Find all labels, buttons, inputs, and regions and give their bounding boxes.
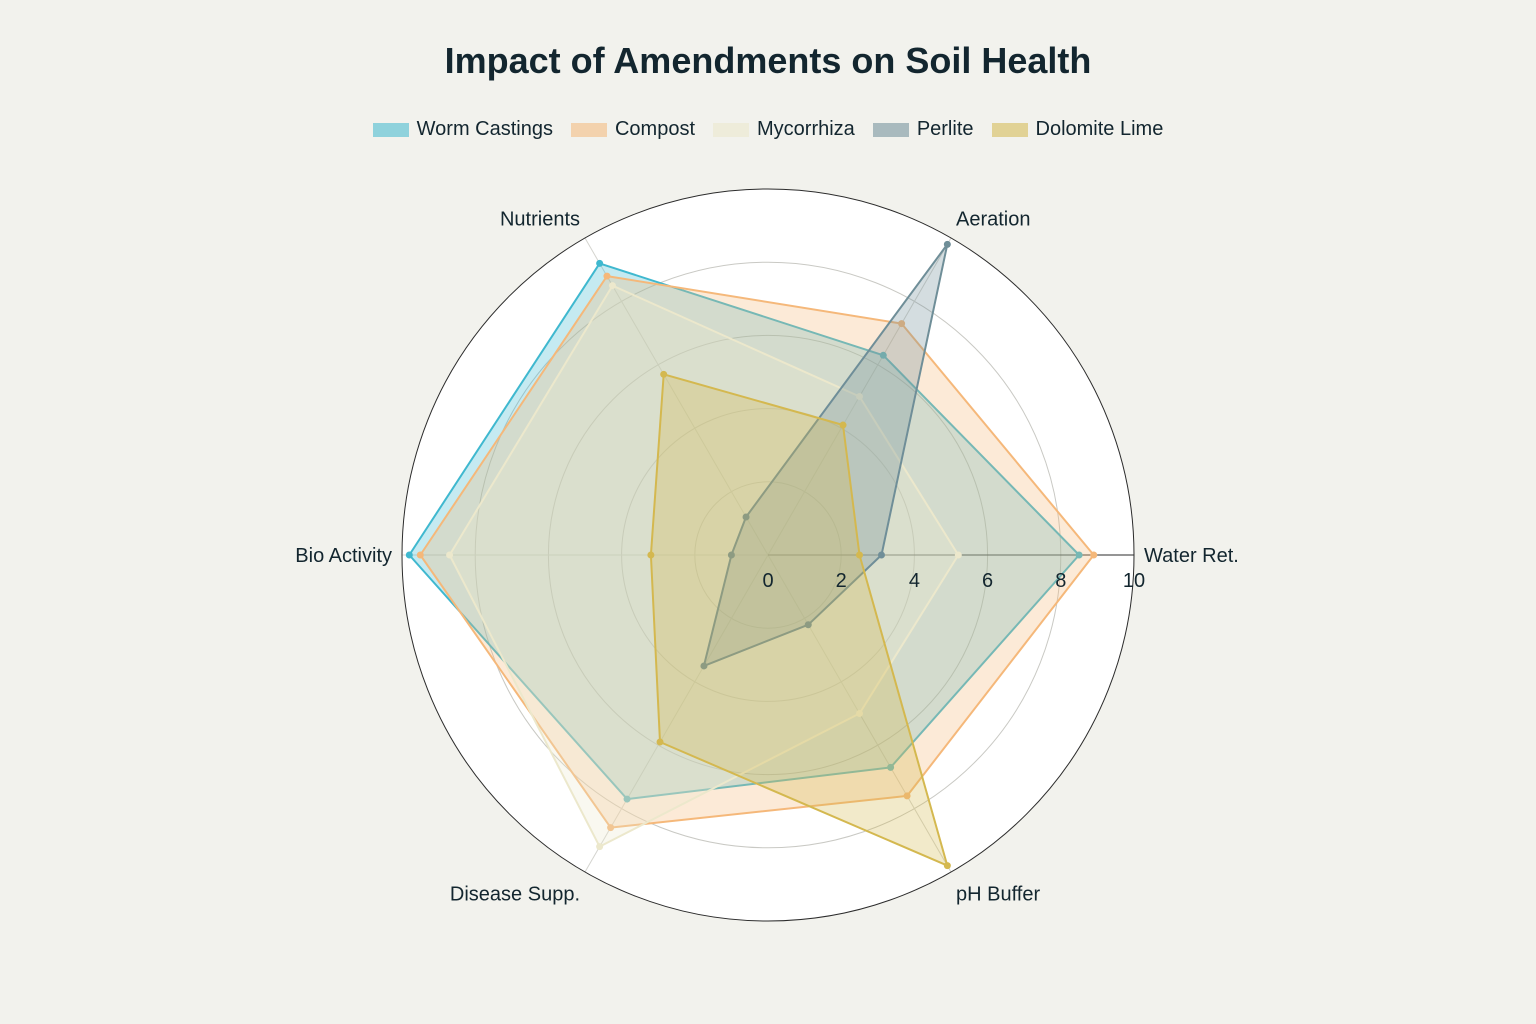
axis-label-ph-buffer: pH Buffer xyxy=(956,884,1040,906)
chart-title: Impact of Amendments on Soil Health xyxy=(444,40,1092,81)
data-point-compost-aeration[interactable] xyxy=(898,320,906,328)
data-point-mycorrhiza-bio-activity[interactable] xyxy=(446,551,454,559)
legend-item-compost[interactable]: Compost xyxy=(570,118,696,141)
legend-swatch-dolomite-lime xyxy=(991,122,1028,137)
data-point-compost-water-ret[interactable] xyxy=(1090,551,1098,559)
legend-marker-mycorrhiza xyxy=(727,126,735,133)
legend-marker-dolomite-lime xyxy=(1006,126,1014,133)
data-point-compost-disease-supp[interactable] xyxy=(607,824,615,832)
data-point-mycorrhiza-disease-supp[interactable] xyxy=(596,843,604,851)
spoke-disease-supp xyxy=(584,554,769,873)
data-point-dolomite-lime-water-ret[interactable] xyxy=(856,551,863,559)
axis-label-aeration: Aeration xyxy=(956,208,1031,230)
data-point-worm-castings-water-ret[interactable] xyxy=(1075,551,1083,559)
axis-label-water-ret: Water Ret. xyxy=(1144,545,1239,567)
data-point-perlite-water-ret[interactable] xyxy=(877,551,885,559)
data-point-perlite-bio-activity[interactable] xyxy=(727,551,735,559)
radial-tick-label-4: 4 xyxy=(909,570,920,592)
axis-label-nutrients: Nutrients xyxy=(500,208,580,230)
data-point-worm-castings-aeration[interactable] xyxy=(879,351,887,359)
legend-swatch-compost xyxy=(570,122,607,137)
legend-item-dolomite-lime[interactable]: Dolomite Lime xyxy=(991,118,1164,141)
radial-tick-label-8: 8 xyxy=(1055,570,1066,592)
axis-label-bio-activity: Bio Activity xyxy=(295,545,392,567)
data-point-worm-castings-nutrients[interactable] xyxy=(596,259,604,267)
axis-label-disease-supp: Disease Supp. xyxy=(450,884,580,906)
radial-tick-label-10: 10 xyxy=(1123,570,1145,592)
legend-label-dolomite-lime: Dolomite Lime xyxy=(1035,118,1164,140)
data-point-dolomite-lime-aeration[interactable] xyxy=(839,421,847,429)
data-point-perlite-aeration[interactable] xyxy=(943,240,951,248)
data-point-mycorrhiza-ph-buffer[interactable] xyxy=(856,709,863,717)
data-point-compost-bio-activity[interactable] xyxy=(416,551,424,559)
legend-label-compost: Compost xyxy=(614,118,696,140)
legend-marker-worm-castings xyxy=(387,126,395,133)
spoke-nutrients xyxy=(584,237,769,556)
data-point-perlite-ph-buffer[interactable] xyxy=(804,621,812,629)
data-point-mycorrhiza-aeration[interactable] xyxy=(856,393,863,401)
data-point-worm-castings-bio-activity[interactable] xyxy=(405,551,413,559)
legend-item-perlite[interactable]: Perlite xyxy=(872,118,974,141)
data-point-worm-castings-disease-supp[interactable] xyxy=(623,795,631,803)
legend-swatch-worm-castings xyxy=(372,122,409,137)
data-point-perlite-nutrients[interactable] xyxy=(742,513,750,521)
legend-swatch-mycorrhiza xyxy=(713,122,750,137)
legend-item-worm-castings[interactable]: Worm Castings xyxy=(372,118,553,141)
radial-tick-label-0: 0 xyxy=(762,570,773,592)
data-point-dolomite-lime-disease-supp[interactable] xyxy=(656,738,664,746)
data-point-mycorrhiza-water-ret[interactable] xyxy=(954,551,962,559)
data-point-perlite-disease-supp[interactable] xyxy=(700,662,708,670)
legend-marker-compost xyxy=(585,126,593,133)
legend-label-worm-castings: Worm Castings xyxy=(416,118,553,140)
legend: Worm Castings Compost Mycorrhiza Perlite… xyxy=(0,118,1536,141)
radial-tick-label-2: 2 xyxy=(836,570,847,592)
radial-tick-label-6: 6 xyxy=(982,570,993,592)
legend-swatch-perlite xyxy=(872,122,909,137)
data-point-worm-castings-ph-buffer[interactable] xyxy=(887,763,895,771)
data-point-compost-nutrients[interactable] xyxy=(603,272,611,280)
data-point-mycorrhiza-nutrients[interactable] xyxy=(608,282,616,290)
legend-label-mycorrhiza: Mycorrhiza xyxy=(757,118,855,140)
data-point-compost-ph-buffer[interactable] xyxy=(903,792,911,800)
legend-marker-perlite xyxy=(887,126,895,133)
data-point-dolomite-lime-ph-buffer[interactable] xyxy=(943,862,951,870)
data-point-dolomite-lime-nutrients[interactable] xyxy=(660,370,668,378)
data-point-dolomite-lime-bio-activity[interactable] xyxy=(647,551,655,559)
legend-item-mycorrhiza[interactable]: Mycorrhiza xyxy=(713,118,855,141)
legend-label-perlite: Perlite xyxy=(916,118,974,140)
